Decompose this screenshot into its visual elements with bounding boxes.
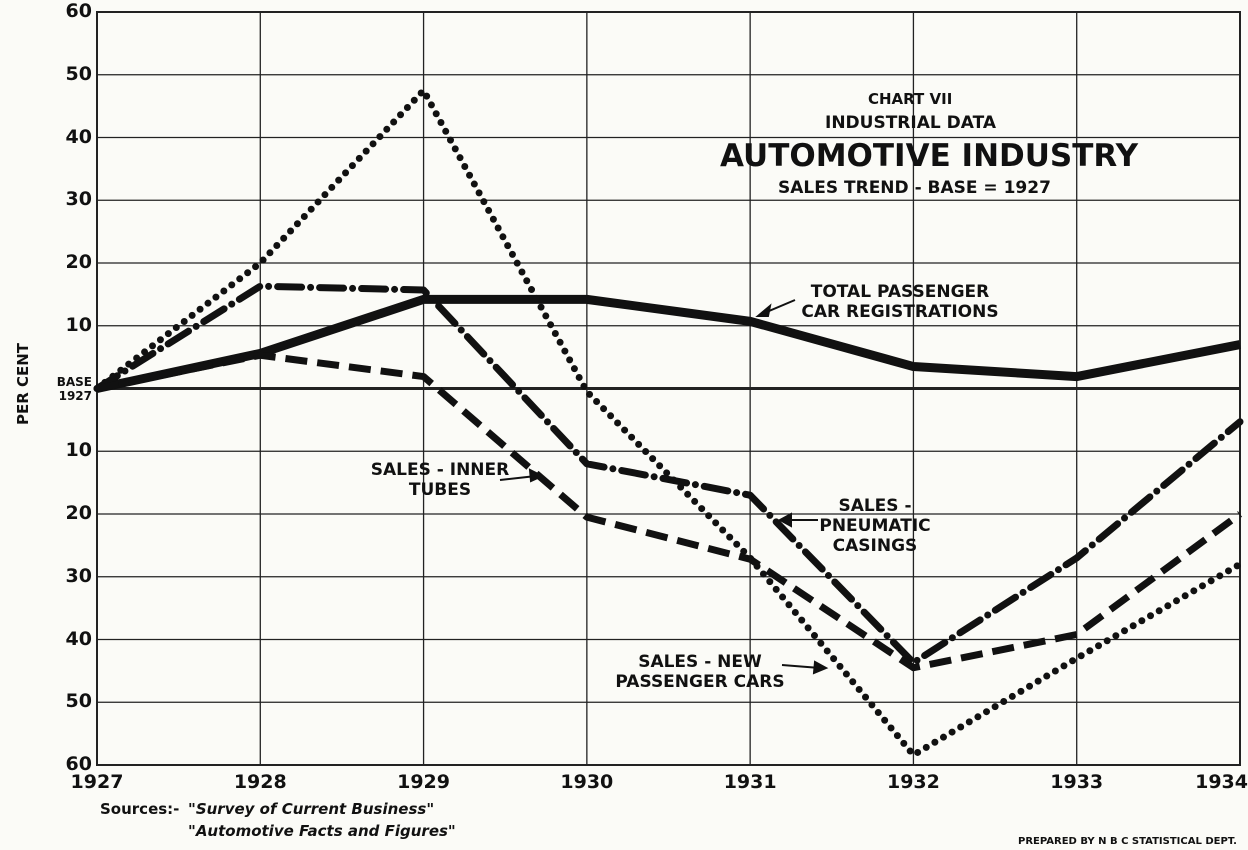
y-tick-label: 40 (65, 125, 92, 148)
y-tick-label: 30 (65, 564, 92, 587)
x-tick-label: 1927 (70, 771, 124, 793)
sources-label: Sources:- (100, 800, 180, 818)
x-tick-label: 1933 (1050, 771, 1104, 793)
chart-title: AUTOMOTIVE INDUSTRY (720, 138, 1139, 174)
y-tick-label: 10 (65, 439, 92, 462)
arrow-head (755, 303, 772, 317)
x-tick-label: 1928 (233, 771, 287, 793)
series-line (93, 282, 1244, 667)
arrow-head (812, 660, 829, 675)
y-tick-label: 60 (65, 753, 92, 775)
supertitle: INDUSTRIAL DATA (825, 113, 997, 133)
series-label: SALES - PNEUMATIC CASINGS (819, 496, 931, 556)
series-line (93, 86, 1244, 759)
x-tick-label: 1931 (723, 771, 777, 793)
series-label: SALES - NEW PASSENGER CARS (615, 652, 785, 692)
y-tick-label: 20 (65, 251, 92, 273)
y-tick-label: BASE 1927 (56, 374, 92, 403)
y-axis-label: PER CENT (14, 342, 33, 426)
x-tick-label: 1934 (1195, 771, 1248, 793)
arrows (499, 299, 829, 675)
series-label: TOTAL PASSENGER CAR REGISTRATIONS (801, 282, 999, 322)
y-tick-label: 40 (65, 627, 92, 650)
x-tick-label: 1932 (886, 771, 940, 793)
x-tick-label: 1929 (397, 771, 450, 793)
subtitle: SALES TREND - BASE = 1927 (778, 178, 1051, 198)
series-label: SALES - INNER TUBES (370, 460, 510, 500)
y-tick-label: 50 (65, 690, 92, 713)
y-tick-label: 30 (65, 188, 92, 211)
source: "Survey of Current Business" (188, 800, 435, 818)
y-tick-label: 20 (65, 502, 92, 524)
series-line (96, 351, 1243, 672)
arrow-head (777, 512, 792, 528)
chart-number: CHART VII (868, 90, 953, 108)
credit: PREPARED BY N B C STATISTICAL DEPT. (1018, 836, 1237, 847)
y-tick-label: 10 (65, 313, 92, 336)
y-tick-label: 60 (65, 0, 92, 22)
x-tick-label: 1930 (560, 771, 614, 793)
series-line (96, 294, 1241, 393)
source: "Automotive Facts and Figures" (188, 822, 456, 840)
y-tick-label: 50 (65, 62, 92, 85)
